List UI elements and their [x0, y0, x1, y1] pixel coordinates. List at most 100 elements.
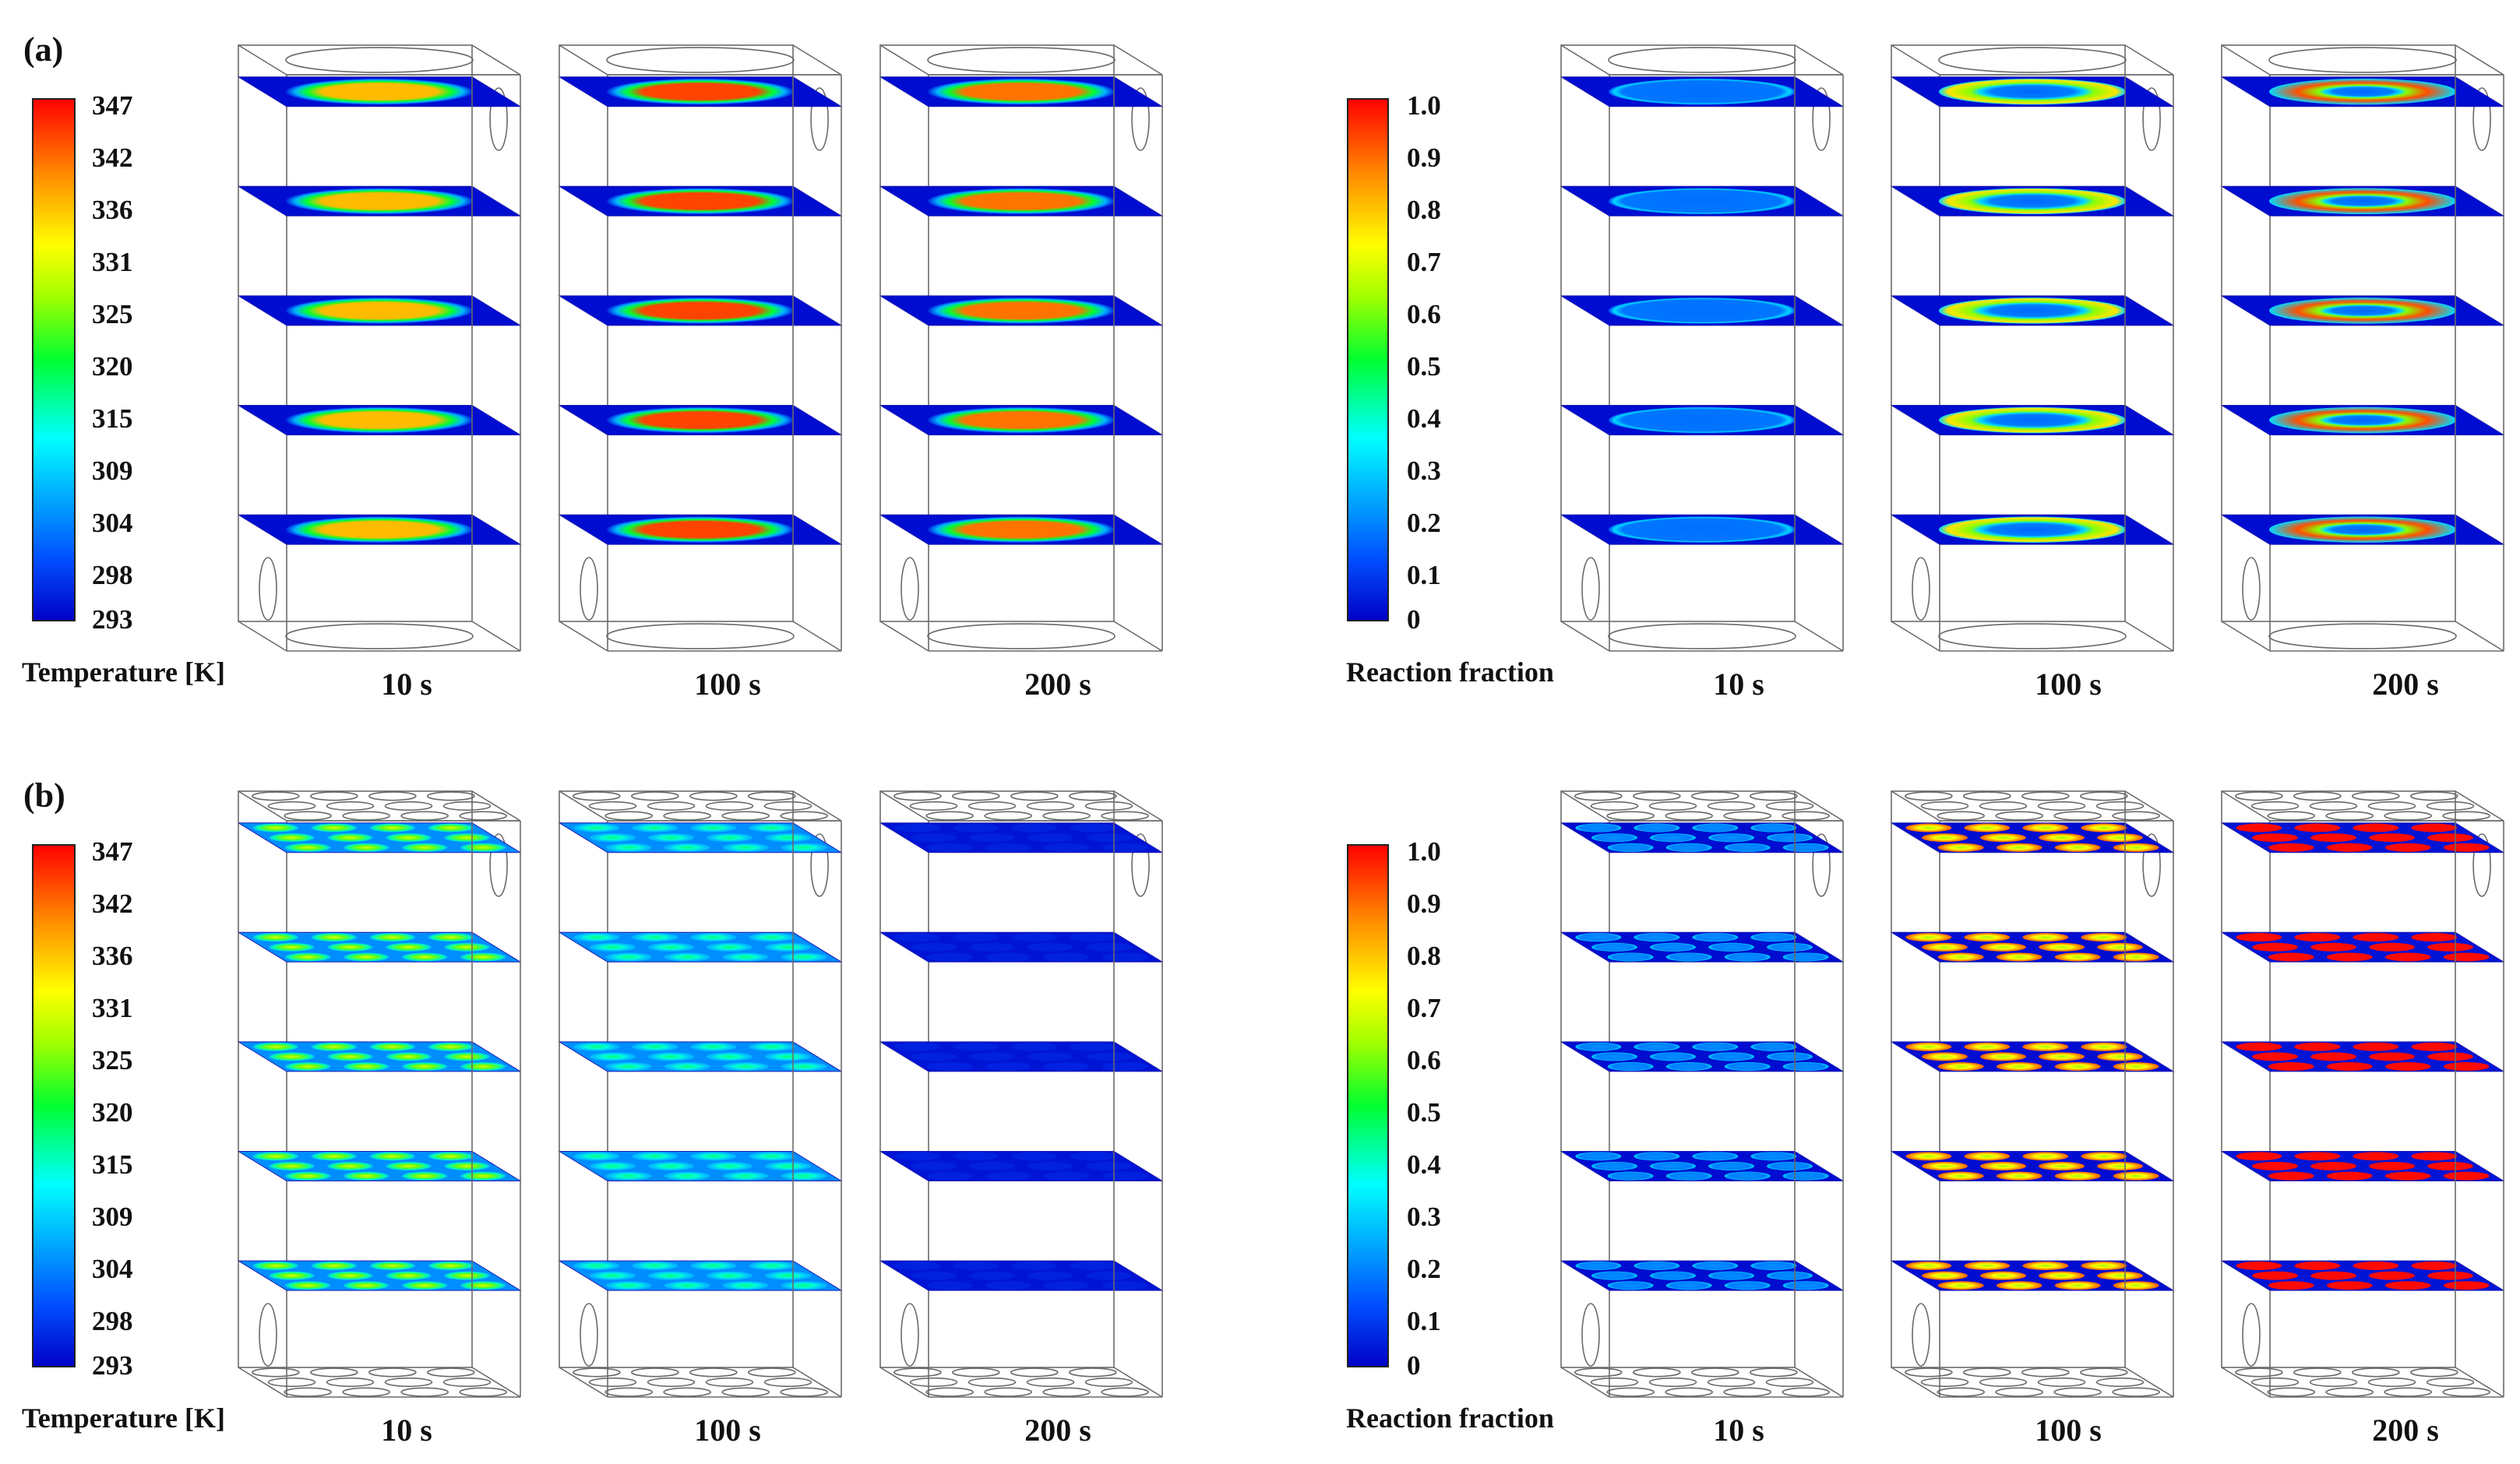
tube-opening	[2293, 791, 2342, 801]
box-edge	[1891, 790, 1940, 822]
tube-opening	[2037, 1377, 2086, 1388]
panel-label: (b)	[23, 776, 65, 815]
slice-contour	[2236, 1261, 2282, 1270]
slice-contour	[1086, 942, 1132, 952]
port-opening	[1812, 87, 1831, 151]
colorbar-temperature: 347 342 336 331 325 320 315 309 304 298 …	[22, 90, 225, 688]
slice-contour	[2443, 843, 2490, 852]
slice-contour	[343, 1171, 389, 1181]
slice-contour	[2294, 1042, 2341, 1051]
slice-contour	[428, 933, 474, 942]
slice-contour	[2252, 1271, 2298, 1280]
slice-contour	[573, 1152, 620, 1161]
tube-opening	[1101, 1387, 1149, 1397]
slice-contour	[894, 1261, 941, 1270]
column-a-temp-100s	[558, 44, 843, 652]
colorbar-tick: 0	[1407, 1350, 1421, 1381]
slice-contour	[1724, 952, 1771, 962]
box-edge	[2221, 621, 2271, 652]
slice-contour	[722, 952, 769, 962]
colorbar-tick: 0.1	[1407, 1306, 1441, 1336]
slice-contour	[2427, 1052, 2473, 1061]
column-a-rf-200s	[2220, 44, 2505, 652]
colorbar-title: Temperature [K]	[22, 656, 225, 688]
slice-contour	[632, 823, 678, 832]
slice-contour	[1939, 188, 2126, 215]
tube-opening	[2410, 791, 2458, 801]
colorbar-tick: 0.6	[1407, 1045, 1441, 1075]
slice-contour	[252, 1152, 299, 1161]
colorbar-tick: 336	[92, 941, 133, 971]
slice-contour	[2326, 1062, 2373, 1072]
slice-contour	[1939, 78, 2126, 105]
slice-contour	[2268, 1281, 2314, 1290]
box-edge	[879, 621, 929, 652]
slice-contour	[284, 952, 331, 962]
outlet-opening	[927, 623, 1115, 649]
column-a-temp-10s	[237, 44, 522, 652]
slice-contour	[1027, 1161, 1073, 1171]
slice-contour	[605, 952, 652, 962]
column-a-rf-100s	[1890, 44, 2175, 652]
slice-contour	[386, 942, 432, 952]
box-edge	[238, 44, 473, 622]
slice-contour	[985, 1062, 1031, 1072]
slice-contour	[1634, 1042, 1680, 1051]
colorbar-tick: 0.8	[1407, 195, 1441, 225]
slice-contour	[2022, 1042, 2069, 1051]
slice-contour	[1011, 1042, 1058, 1051]
tube-opening	[252, 791, 300, 801]
slice-contour	[2236, 933, 2282, 942]
tube-opening	[705, 801, 754, 811]
slice-contour	[2411, 933, 2458, 942]
slice-contour	[781, 1171, 827, 1181]
colorbar-gradient	[32, 98, 76, 621]
slice-contour	[1692, 1042, 1739, 1051]
tube-opening	[2352, 1367, 2400, 1378]
slice-contour	[573, 1261, 620, 1270]
slice-contour	[722, 1281, 769, 1290]
tube-opening	[459, 811, 507, 821]
slice-contour	[386, 1052, 432, 1061]
tube-opening	[1937, 811, 1985, 821]
slice-contour	[369, 1152, 416, 1161]
slice-contour	[1692, 933, 1739, 942]
slice-contour	[765, 942, 811, 952]
box-edge	[238, 621, 287, 652]
slice-contour	[1980, 1161, 2026, 1171]
outlet-opening	[1938, 623, 2127, 649]
slice-contour	[2310, 833, 2356, 843]
slice-contour	[2022, 933, 2069, 942]
slice-contour	[386, 833, 432, 843]
slice-contour	[444, 833, 490, 843]
slice-contour	[1609, 78, 1796, 105]
slice-contour	[1665, 843, 1712, 852]
slice-contour	[607, 78, 794, 105]
slice-contour	[269, 833, 315, 843]
slice-contour	[1937, 843, 1984, 852]
tube-opening	[689, 791, 738, 801]
port-opening	[259, 1303, 277, 1367]
slice-contour	[2054, 1171, 2101, 1181]
colorbar-tick: 331	[92, 993, 133, 1023]
slice-contour	[894, 1152, 941, 1161]
port-opening	[2472, 87, 2491, 151]
slice-contour	[1043, 1062, 1090, 1072]
slice-contour	[2353, 1042, 2399, 1051]
box-edge	[2124, 621, 2174, 652]
slice-contour	[648, 833, 694, 843]
slice-contour	[2310, 1161, 2356, 1171]
slice-contour	[252, 933, 299, 942]
tube-opening	[2095, 801, 2145, 811]
slice-contour	[2081, 933, 2127, 942]
slice-contour	[1650, 1052, 1696, 1061]
tube-opening	[1750, 1367, 1798, 1378]
slice-contour	[2113, 1281, 2159, 1290]
tube-opening	[1590, 801, 1639, 811]
box-edge	[1891, 44, 2126, 622]
slice-contour	[1767, 942, 1813, 952]
port-opening	[2242, 557, 2261, 621]
column-b-temp-10s	[237, 790, 522, 1398]
slice-contour	[2097, 1161, 2143, 1171]
slice-contour	[1905, 1152, 1952, 1161]
